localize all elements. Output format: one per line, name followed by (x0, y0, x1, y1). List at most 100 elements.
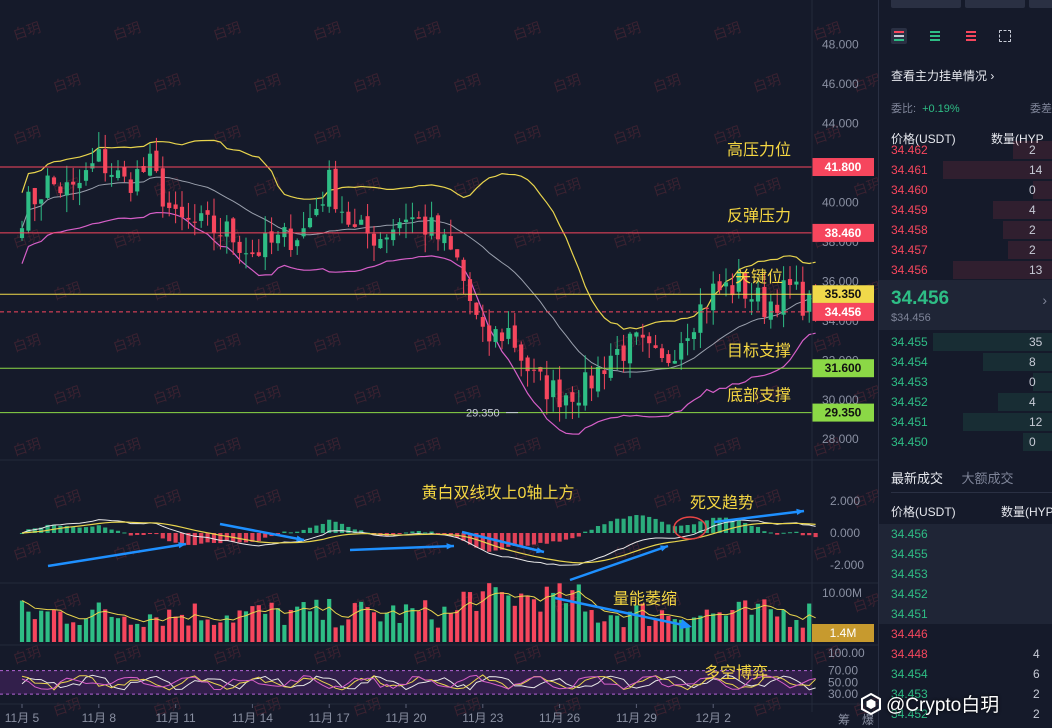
time-tick-label: 11月 29 (616, 711, 657, 725)
volume-bar (115, 618, 121, 642)
macd-histogram-bar (723, 517, 729, 533)
ask-row[interactable]: 34.461 14 (879, 160, 1052, 180)
macd-histogram-bar (467, 533, 473, 545)
macd-histogram-bar (813, 533, 818, 538)
candle-body (333, 168, 338, 210)
trade-price: 34.453 (891, 687, 928, 701)
top-button-1[interactable] (891, 0, 961, 8)
ask-row[interactable]: 34.457 2 (879, 240, 1052, 260)
candle-body (365, 216, 370, 234)
time-tick-label: 11月 5 (5, 711, 40, 725)
mid-price-usd: $34.456 (891, 312, 931, 324)
current-price-tag-bg (812, 302, 874, 321)
ask-row[interactable]: 34.459 4 (879, 200, 1052, 220)
book-asks-icon[interactable] (963, 28, 979, 44)
candle-body (647, 336, 652, 344)
book-both-icon[interactable] (891, 28, 907, 44)
candle-body (352, 224, 357, 227)
bid-depth-bar (1023, 433, 1052, 451)
ask-row[interactable]: 34.458 2 (879, 220, 1052, 240)
volume-bar (64, 623, 69, 642)
time-tick-label: 11月 26 (539, 711, 580, 725)
price-tick-label: 46.000 (822, 77, 859, 91)
macd-histogram-bar (90, 526, 95, 533)
candle-body (743, 273, 748, 299)
macd-histogram-bar (147, 533, 153, 534)
volume-bar (339, 625, 345, 642)
bid-row[interactable]: 34.453 0 (879, 372, 1052, 392)
volume-bar (666, 615, 671, 642)
level-tag-label: 31.600 (825, 361, 862, 375)
author-watermark: @Crypto白玥 (860, 690, 999, 717)
mid-price[interactable]: 34.456 $34.456 › (879, 280, 1052, 330)
candle-body (557, 379, 562, 408)
candle-body (141, 166, 146, 172)
trade-row: 34.456 (879, 524, 1052, 544)
candlestick-chart[interactable]: 白玥 白玥 白玥 白玥 白玥 白玥 白玥 白玥 白玥 白玥 白玥 白玥 白玥 白玥 白玥 白玥 白玥 白玥 白玥 白玥… (0, 0, 878, 728)
time-tick-label: 11月 14 (232, 711, 273, 725)
macd-histogram-bar (45, 524, 50, 533)
volume-bar (45, 611, 50, 642)
volume-bar (800, 627, 805, 642)
tab-large-trades[interactable]: 大额成交 (961, 471, 1014, 486)
bid-depth-bar (933, 333, 1052, 351)
book-depth-icon[interactable] (999, 30, 1011, 42)
ask-row[interactable]: 34.460 0 (879, 180, 1052, 200)
candle-body (295, 240, 300, 247)
volume-bar (167, 609, 172, 642)
volume-bar (371, 612, 377, 642)
volume-bar (717, 612, 722, 642)
volume-bar (480, 591, 485, 642)
macd-histogram-bar (403, 532, 409, 534)
volume-bar (723, 615, 729, 642)
volume-bar (250, 606, 255, 642)
bid-row[interactable]: 34.454 8 (879, 352, 1052, 372)
volume-annotation: 量能萎缩 (613, 590, 677, 608)
candle-body (71, 181, 76, 185)
volume-bar (659, 610, 665, 642)
candle-body (147, 153, 153, 176)
trend-arrow (349, 544, 455, 552)
ask-row[interactable]: 34.462 2 (879, 140, 1052, 160)
macd-histogram-bar (58, 525, 63, 533)
volume-bar (653, 619, 658, 642)
bid-row[interactable]: 34.452 4 (879, 392, 1052, 412)
top-button-2[interactable] (965, 0, 1025, 8)
macd-histogram-bar (800, 533, 805, 536)
candle-body (96, 149, 101, 162)
ask-qty: 13 (1029, 263, 1043, 277)
volume-bar (314, 599, 319, 642)
macd-histogram-bar (288, 532, 293, 534)
macd-histogram-bar (333, 521, 338, 533)
volume-panel: 10.00M 1.4M 量能萎缩 (19, 583, 874, 642)
tab-latest-trades[interactable]: 最新成交 (891, 471, 944, 486)
macd-histogram-bar (557, 533, 562, 542)
candle-body (128, 179, 133, 193)
bid-row[interactable]: 34.455 35 (879, 332, 1052, 352)
book-bids-icon[interactable] (927, 28, 943, 44)
main-orders-link[interactable]: 查看主力挂单情况 › (891, 67, 994, 84)
candle-body (781, 280, 786, 315)
bid-price: 34.455 (891, 335, 928, 349)
candle-body (467, 279, 473, 301)
trade-price: 34.452 (891, 707, 928, 721)
ask-depth-bar (1013, 141, 1052, 159)
macd-histogram-bar (627, 516, 633, 533)
ask-row[interactable]: 34.456 13 (879, 260, 1052, 280)
bid-qty: 12 (1029, 415, 1043, 429)
candle-body (346, 211, 351, 225)
bid-row[interactable]: 34.451 12 (879, 412, 1052, 432)
volume-bar (787, 626, 793, 642)
ask-qty: 14 (1029, 163, 1043, 177)
bid-row[interactable]: 34.450 0 (879, 432, 1052, 452)
candle-body (173, 204, 178, 209)
candle-body (730, 285, 735, 296)
volume-bar (755, 603, 761, 642)
volume-bar (455, 610, 460, 642)
candle-body (666, 354, 671, 363)
time-tick-label: 11月 20 (385, 711, 426, 725)
volume-bar (563, 603, 569, 642)
top-button-3[interactable] (1029, 0, 1052, 8)
